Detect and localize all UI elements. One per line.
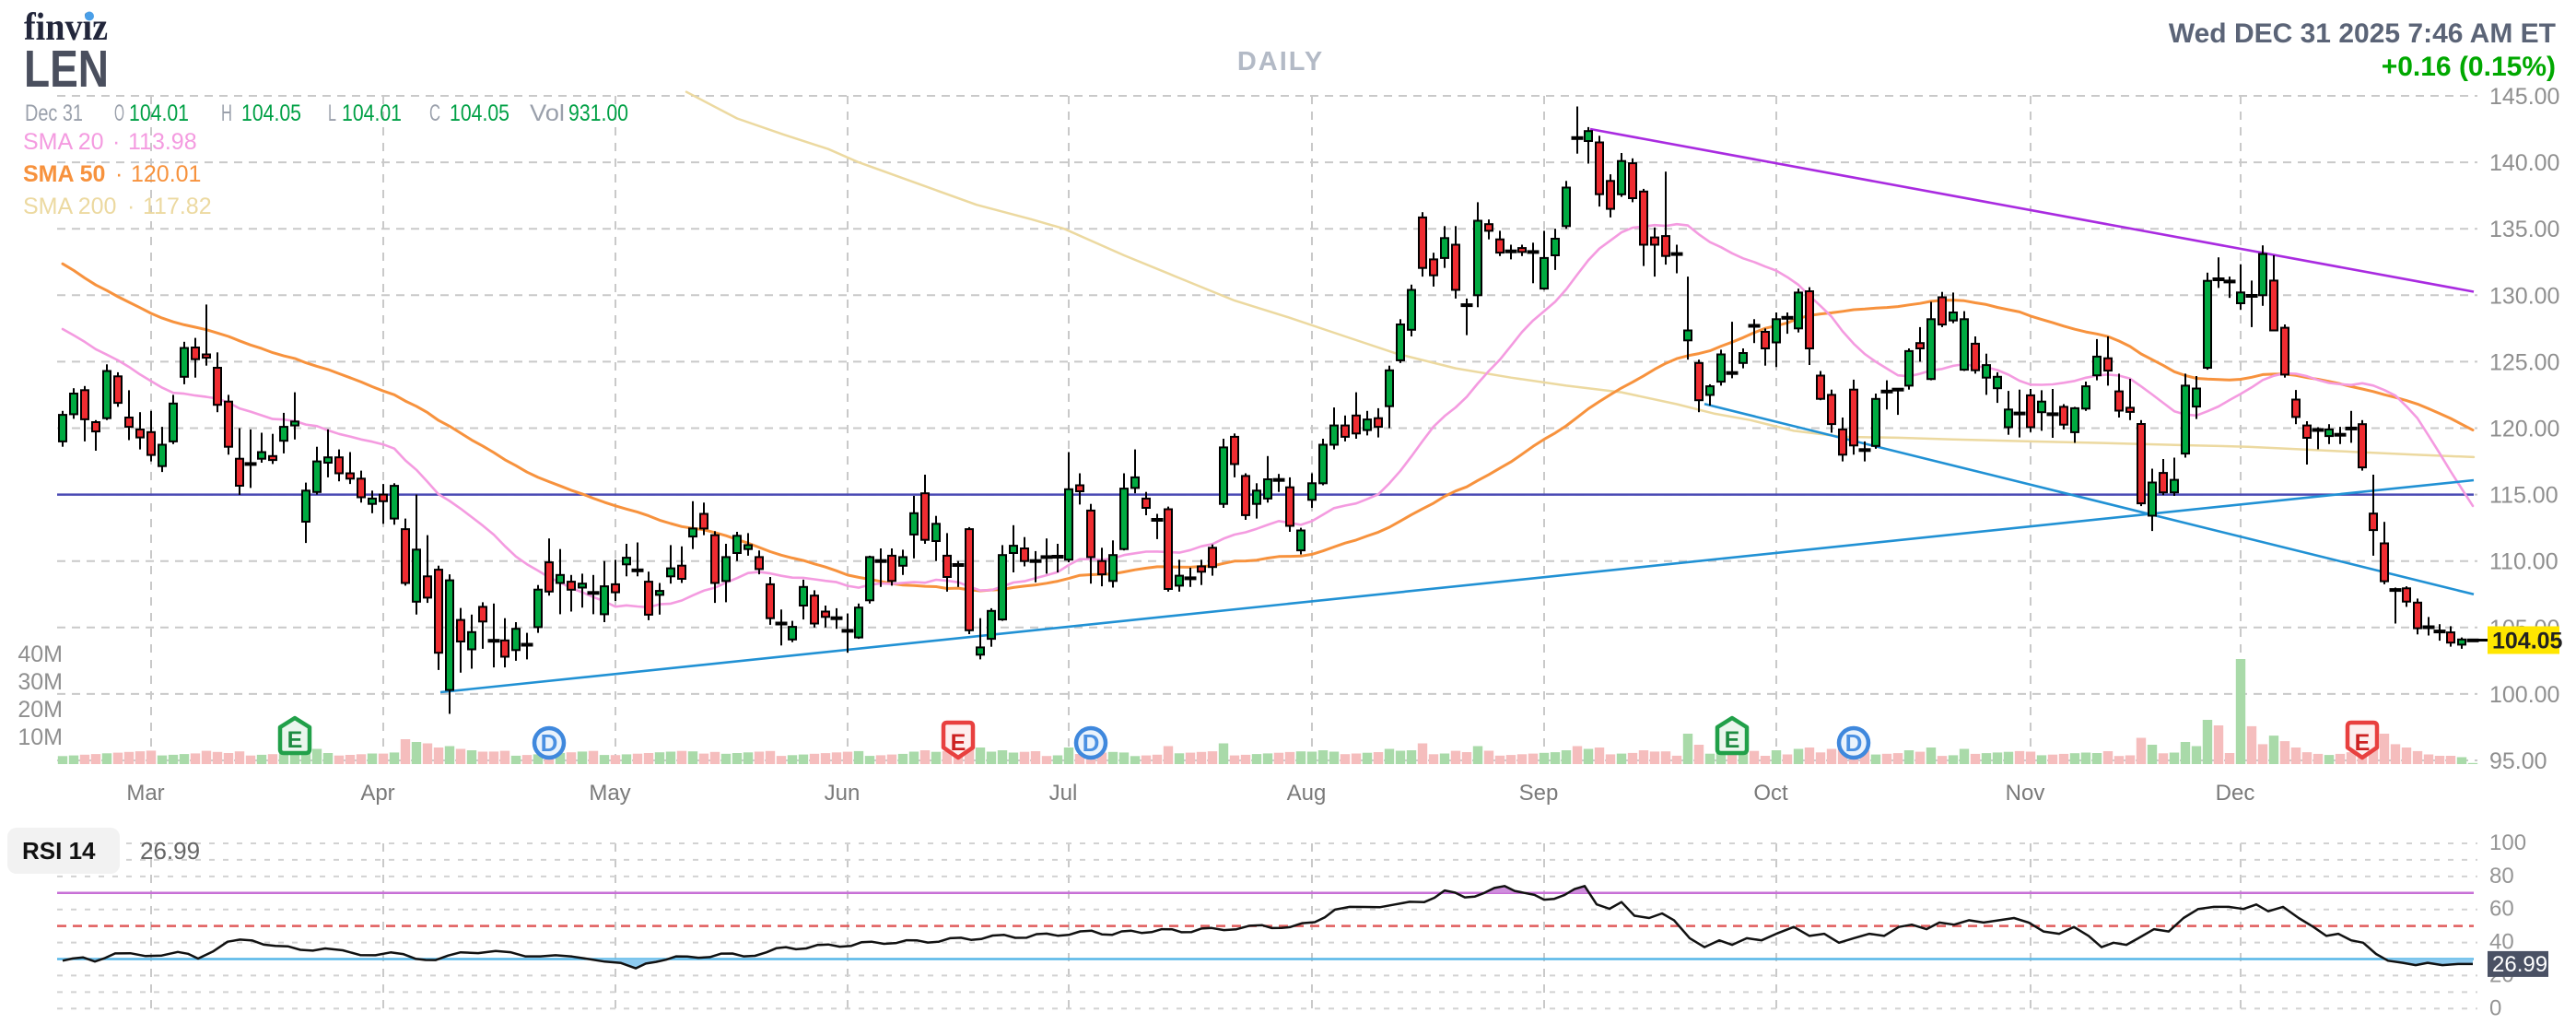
svg-text:·: · <box>127 194 135 219</box>
svg-text:115.00: 115.00 <box>2489 483 2558 509</box>
svg-text:D: D <box>541 729 558 757</box>
svg-text:E: E <box>287 727 303 753</box>
svg-text:E: E <box>1725 727 1740 753</box>
svg-text:120.01: 120.01 <box>131 161 201 187</box>
svg-text:110.00: 110.00 <box>2489 549 2558 575</box>
svg-text:80: 80 <box>2489 864 2514 889</box>
svg-text:140.00: 140.00 <box>2489 150 2559 176</box>
svg-text:Dec 31: Dec 31 <box>25 100 83 126</box>
svg-text:Wed DEC 31 2025 7:46 AM ET: Wed DEC 31 2025 7:46 AM ET <box>2169 18 2556 49</box>
svg-text:D: D <box>1845 729 1863 757</box>
svg-text:Nov: Nov <box>2006 781 2045 806</box>
svg-text:26.99: 26.99 <box>2492 952 2547 977</box>
svg-text:100: 100 <box>2489 830 2526 855</box>
svg-text:E: E <box>951 730 966 756</box>
svg-text:RSI 14: RSI 14 <box>22 837 96 865</box>
svg-text:125.00: 125.00 <box>2489 349 2559 375</box>
svg-text:Mar: Mar <box>126 781 164 806</box>
svg-text:May: May <box>589 781 630 806</box>
svg-text:SMA 200: SMA 200 <box>23 194 116 219</box>
svg-text:Sep: Sep <box>1519 781 1559 806</box>
svg-text:40: 40 <box>2489 930 2514 955</box>
svg-text:LEN: LEN <box>24 40 109 99</box>
svg-text:E: E <box>2355 730 2371 756</box>
svg-text:120.00: 120.00 <box>2489 417 2559 442</box>
svg-text:135.00: 135.00 <box>2489 217 2559 242</box>
svg-text:·: · <box>112 129 120 155</box>
svg-text:145.00: 145.00 <box>2489 84 2559 110</box>
svg-text:0: 0 <box>2489 995 2501 1020</box>
svg-text:26.99: 26.99 <box>140 837 200 865</box>
svg-text:SMA 20: SMA 20 <box>23 129 104 155</box>
svg-text:95.00: 95.00 <box>2489 748 2547 774</box>
svg-text:104.01: 104.01 <box>342 100 402 126</box>
svg-text:O: O <box>114 100 124 126</box>
svg-text:104.05: 104.05 <box>2492 629 2563 654</box>
svg-text:Jun: Jun <box>825 781 861 806</box>
svg-text:finviz: finviz <box>24 6 108 49</box>
svg-text:20M: 20M <box>18 697 63 723</box>
svg-text:104.01: 104.01 <box>129 100 189 126</box>
svg-text:104.05: 104.05 <box>241 100 301 126</box>
svg-text:D: D <box>1083 729 1100 757</box>
svg-text:H: H <box>221 100 232 126</box>
svg-text:Jul: Jul <box>1049 781 1078 806</box>
svg-text:117.82: 117.82 <box>143 194 212 219</box>
svg-text:C: C <box>429 100 440 126</box>
svg-text:100.00: 100.00 <box>2489 682 2559 708</box>
svg-text:Apr: Apr <box>360 781 394 806</box>
svg-text:931.00: 931.00 <box>568 100 628 126</box>
svg-text:L: L <box>328 100 336 126</box>
svg-text:Vol: Vol <box>530 100 565 126</box>
svg-text:·: · <box>115 161 123 187</box>
svg-text:113.98: 113.98 <box>128 129 197 155</box>
svg-text:104.05: 104.05 <box>450 100 509 126</box>
svg-text:40M: 40M <box>18 642 63 667</box>
svg-text:10M: 10M <box>18 724 63 750</box>
svg-text:Aug: Aug <box>1287 781 1327 806</box>
svg-text:30M: 30M <box>18 669 63 695</box>
svg-text:Oct: Oct <box>1753 781 1788 806</box>
svg-text:Dec: Dec <box>2216 781 2255 806</box>
svg-text:130.00: 130.00 <box>2489 283 2559 309</box>
svg-text:60: 60 <box>2489 897 2514 922</box>
svg-text:SMA 50: SMA 50 <box>23 161 105 187</box>
svg-text:DAILY: DAILY <box>1237 47 1324 77</box>
svg-text:+0.16 (0.15%): +0.16 (0.15%) <box>2382 52 2556 82</box>
